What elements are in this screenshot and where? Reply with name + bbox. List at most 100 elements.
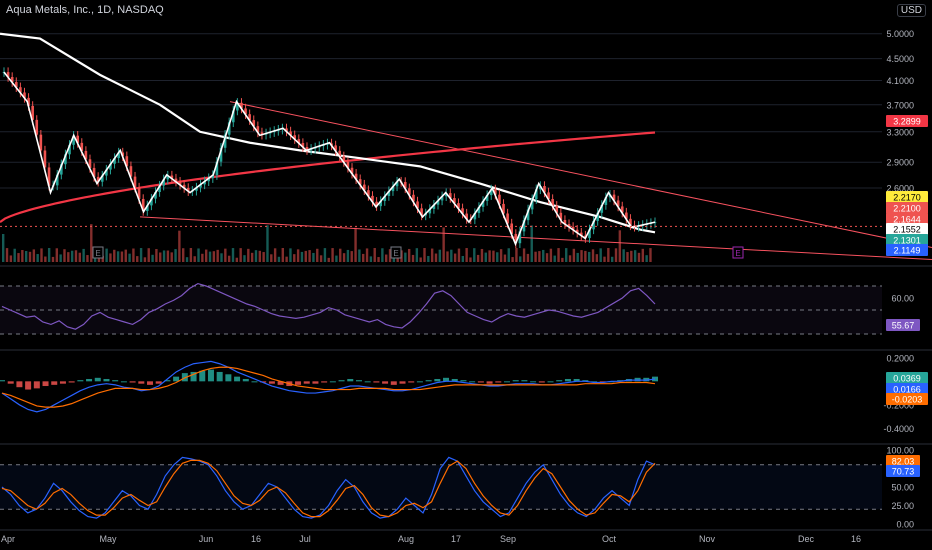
x-tick-label: 16 (851, 534, 861, 544)
price-label-box (886, 234, 928, 246)
volume-bar (626, 252, 629, 262)
volume-bar (453, 253, 457, 262)
support-trendline (139, 216, 932, 261)
candle-body (96, 176, 100, 182)
volume-bar (78, 252, 81, 262)
volume-bar (216, 249, 219, 262)
candle-body (174, 178, 178, 182)
volume-bar (193, 256, 196, 262)
candle-body (367, 190, 370, 196)
candle-body (39, 134, 43, 151)
volume-bar (28, 251, 32, 262)
currency-badge[interactable]: USD (896, 4, 926, 17)
candle-body (588, 229, 591, 239)
candle-body (473, 213, 477, 220)
macd-histogram-bar (129, 381, 136, 383)
candle-body (227, 122, 231, 135)
volume-bar (86, 255, 89, 262)
candle-body (334, 145, 337, 151)
candle-body (80, 142, 84, 151)
volume-bar (450, 249, 453, 262)
macd-histogram-bar (59, 381, 66, 384)
volume-bar (587, 251, 591, 262)
volume-bar (128, 253, 131, 262)
candle-body (498, 194, 501, 204)
stoch-value-box (886, 455, 920, 467)
volume-bar (641, 248, 645, 262)
volume-bar (109, 253, 112, 262)
candle-body (133, 176, 137, 188)
volume-bar (36, 254, 39, 262)
volume-bar (469, 257, 472, 262)
volume-bar (266, 225, 269, 262)
volume-bar (434, 253, 438, 262)
candle-body (305, 147, 309, 151)
x-tick-label: 17 (451, 534, 461, 544)
volume-bar (2, 234, 5, 262)
candle-body (530, 199, 534, 210)
candle-body (215, 161, 219, 176)
volume-bar (427, 255, 430, 262)
volume-bar (526, 253, 530, 262)
volume-bar (116, 251, 120, 262)
candle-body (580, 232, 583, 236)
volume-bar (21, 250, 24, 262)
macd-histogram-bar (364, 381, 371, 383)
volume-bar (289, 248, 292, 262)
volume-bar (220, 253, 223, 262)
candle-body (166, 175, 170, 180)
price-label: 2.1644 (893, 215, 921, 225)
candle-body (494, 189, 497, 195)
volume-bar (557, 248, 560, 262)
macd-histogram-bar (242, 378, 249, 382)
volume-bar (457, 248, 461, 262)
macd-histogram-bar (312, 381, 319, 384)
volume-bar (339, 248, 342, 262)
price-label: 2.1301 (893, 236, 921, 246)
candle-body (354, 173, 358, 180)
macd-histogram-bar (564, 378, 571, 382)
volume-bar (530, 225, 533, 262)
candle-body (551, 199, 554, 206)
macd-histogram-bar (268, 381, 275, 384)
macd-histogram-bar (277, 381, 284, 385)
volume-bar (645, 255, 648, 262)
candle-body (350, 167, 354, 174)
candle-body (64, 154, 67, 165)
earnings-marker (390, 246, 402, 259)
candle-body (338, 150, 342, 157)
volume-bar (304, 250, 307, 262)
volume-bar (446, 251, 449, 262)
macd-histogram-bar (303, 381, 310, 384)
stoch-value-label: 82.03 (892, 457, 915, 467)
candle-body (506, 213, 509, 224)
volume-bar (522, 248, 526, 262)
volume-bar (204, 249, 208, 262)
volume-bar (595, 254, 599, 262)
candle-body (105, 169, 108, 176)
candle-body (403, 181, 407, 189)
macd-value-box (886, 372, 928, 384)
stoch-d-line (1, 459, 656, 518)
volume-bar (155, 249, 158, 262)
macd-histogram-bar (155, 381, 162, 384)
volume-bar (224, 248, 227, 262)
candle-body (575, 229, 579, 233)
volume-bar (476, 254, 480, 262)
x-tick-label: Oct (602, 534, 617, 544)
volume-bar (607, 248, 610, 262)
macd-histogram-bar (503, 381, 510, 383)
candle-body (207, 178, 211, 182)
candle-body (301, 143, 305, 148)
macd-histogram-bar (173, 376, 180, 382)
candle-body (420, 208, 423, 216)
rsi-value-box (886, 319, 920, 331)
macd-histogram-bar (373, 381, 380, 383)
candle-body (502, 203, 505, 214)
macd-histogram-bar (573, 378, 580, 382)
candle-body (477, 206, 481, 214)
candle-body (170, 175, 174, 179)
candle-body (203, 181, 206, 185)
macd-histogram-bar (16, 381, 23, 388)
